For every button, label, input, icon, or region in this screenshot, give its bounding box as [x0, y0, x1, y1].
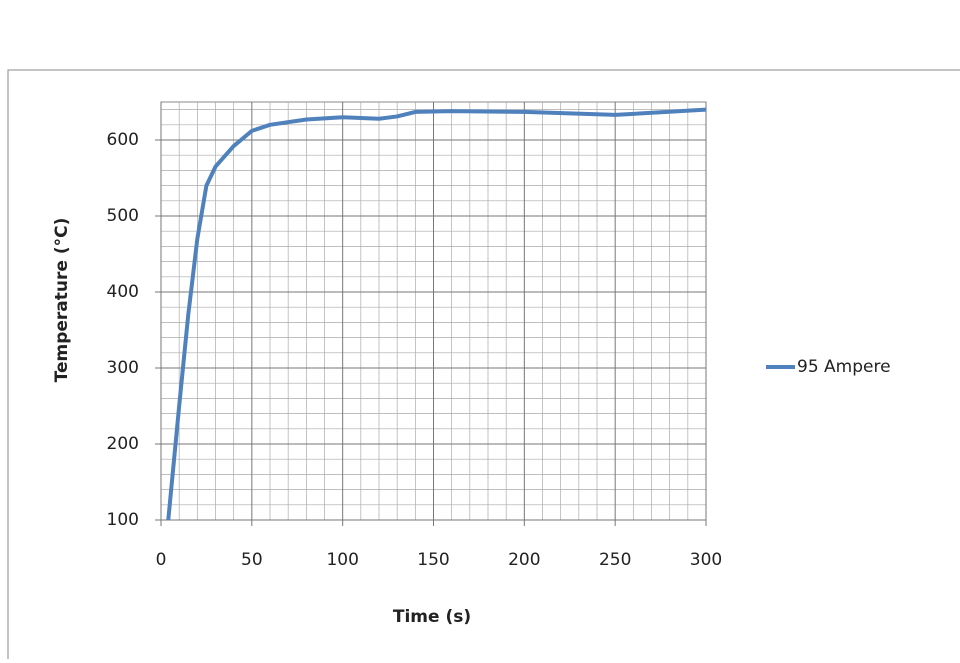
y-tick-label: 600 [107, 130, 139, 150]
legend-label: 95 Ampere [797, 357, 891, 377]
y-tick-label: 300 [107, 358, 139, 378]
x-tick-label: 100 [326, 550, 358, 570]
x-axis-title: Time (s) [393, 607, 471, 627]
x-tick-label: 250 [599, 550, 631, 570]
x-tick-label: 50 [241, 550, 263, 570]
y-tick-label: 500 [107, 206, 139, 226]
chart: Temperature (°C) Time (s) 100 200 300 400 50… [0, 0, 960, 659]
y-tick-label: 100 [107, 510, 139, 530]
x-tick-label: 300 [690, 550, 722, 570]
x-tick-label: 150 [417, 550, 449, 570]
x-tick-label: 0 [156, 550, 167, 570]
x-tick-label: 200 [508, 550, 540, 570]
y-axis-title: Temperature (°C) [52, 218, 72, 383]
y-tick-label: 400 [107, 282, 139, 302]
y-tick-label: 200 [107, 434, 139, 454]
